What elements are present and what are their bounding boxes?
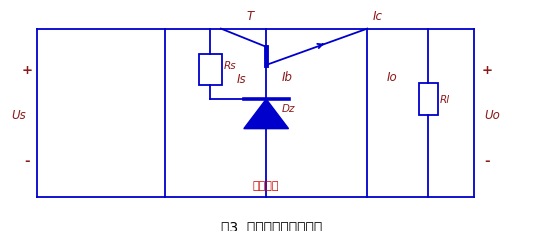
Text: -: - <box>24 154 29 167</box>
Text: Io: Io <box>387 70 398 83</box>
Text: T: T <box>247 10 254 23</box>
Text: +: + <box>482 64 493 77</box>
Text: Ic: Ic <box>372 10 383 23</box>
Text: 稳压电路: 稳压电路 <box>253 180 280 190</box>
Text: -: - <box>484 154 490 167</box>
Text: Ib: Ib <box>282 70 293 83</box>
Bar <box>419 84 438 116</box>
Text: Uo: Uo <box>484 109 500 122</box>
Text: 图3  串联晶体管稳压电路: 图3 串联晶体管稳压电路 <box>221 220 322 231</box>
Polygon shape <box>244 100 288 129</box>
Text: Rl: Rl <box>440 95 450 105</box>
Text: Is: Is <box>237 73 247 86</box>
Text: Dz: Dz <box>282 104 295 114</box>
Text: Rs: Rs <box>224 61 237 71</box>
Text: Us: Us <box>11 109 26 122</box>
Bar <box>199 54 222 86</box>
Text: +: + <box>21 64 32 77</box>
